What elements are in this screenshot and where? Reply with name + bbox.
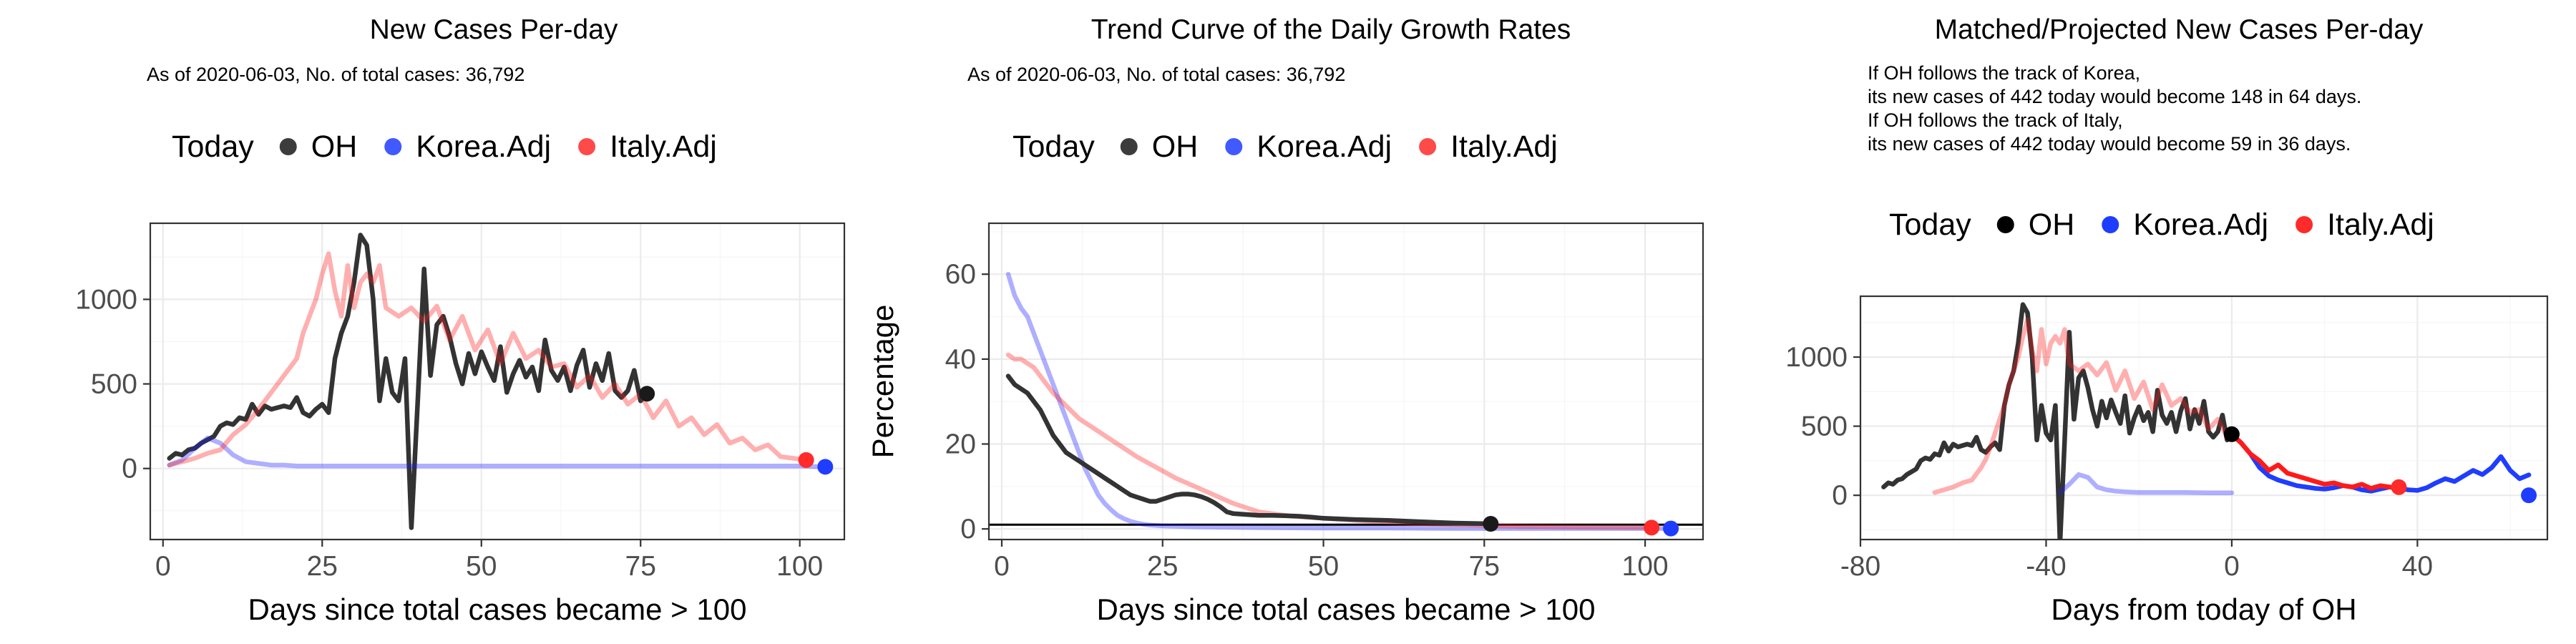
legend-key-korea-adj <box>2102 216 2119 233</box>
x-tick-label: 0 <box>994 551 1010 582</box>
series-lines <box>167 233 828 530</box>
y-tick-label: 0 <box>1832 480 1848 511</box>
today-point-korea-adj <box>817 459 834 475</box>
legend: Today OH Korea.Adj Italy.Adj <box>1013 130 1558 164</box>
chart-2: Trend Curve of the Daily Growth Rates As … <box>866 14 1704 626</box>
gridlines <box>989 223 1703 540</box>
today-point-italy-adj <box>798 452 814 468</box>
series-line-korea-adj <box>1005 271 1674 531</box>
y-tick-label: 500 <box>1801 411 1848 442</box>
x-tick-label: 0 <box>2224 551 2240 582</box>
series-line-korea-adj <box>167 435 828 469</box>
series-line-korea-adj-past <box>2057 472 2235 495</box>
today-point-oh <box>2223 426 2240 442</box>
x-tick-label: 75 <box>1469 551 1500 582</box>
x-axis-title: Days since total cases became > 100 <box>1097 592 1596 626</box>
today-point-korea-adj <box>2521 487 2537 504</box>
series-line-oh <box>1005 374 1493 527</box>
today-point-italy-adj <box>2391 479 2407 495</box>
legend-title: Today <box>1013 130 1095 164</box>
series-line-korea-adj-projected <box>2229 431 2532 494</box>
x-tick-label: 25 <box>307 551 338 582</box>
y-tick-label: 0 <box>960 514 976 545</box>
gridlines <box>150 223 844 540</box>
series-line-oh <box>1881 302 2235 540</box>
x-tick-label: 50 <box>1308 551 1339 582</box>
series-line-oh <box>167 233 650 530</box>
legend-label-oh: OH <box>2029 208 2075 242</box>
y-tick-label: 0 <box>122 454 137 484</box>
legend-label-italy-adj: Italy.Adj <box>2327 208 2434 242</box>
x-tick-label: -80 <box>1840 551 1880 582</box>
legend-label-italy-adj: Italy.Adj <box>1450 130 1558 164</box>
chart-3: Matched/Projected New Cases Per-day If OH… <box>1785 14 2549 626</box>
gridlines <box>1859 296 2547 540</box>
today-point-italy-adj <box>1644 519 1660 536</box>
y-tick-label: 60 <box>945 259 976 290</box>
legend-label-oh: OH <box>1152 130 1199 164</box>
x-axis-title: Days from today of OH <box>2051 592 2356 626</box>
y-tick-label: 1000 <box>1785 342 1848 373</box>
series-line-italy-adj-past <box>1932 317 2235 495</box>
legend-label-oh: OH <box>311 130 358 164</box>
legend-label-korea-adj: Korea.Adj <box>416 130 551 164</box>
x-tick-label: 100 <box>776 551 823 582</box>
x-tick-label: -40 <box>2026 551 2066 582</box>
plot-panel <box>149 222 846 541</box>
series-lines <box>1881 302 2532 540</box>
y-tick-label: 20 <box>945 429 976 460</box>
legend: Today OH Korea.Adj Italy.Adj <box>172 130 717 164</box>
chart-subtitle-line: its new cases of 442 today would become … <box>1868 86 2361 107</box>
chart-title: New Cases Per-day <box>370 14 618 45</box>
chart-subtitle-line: its new cases of 442 today would become … <box>1868 133 2351 155</box>
series-lines <box>1005 271 1674 531</box>
chart-subtitle-line: If OH follows the track of Korea, <box>1868 62 2140 84</box>
y-tick-label: 500 <box>91 369 137 400</box>
chart-1: New Cases Per-day As of 2020-06-03, No. o… <box>75 14 846 626</box>
chart-title: Matched/Projected New Cases Per-day <box>1935 14 2424 45</box>
legend-title: Today <box>1889 208 1971 242</box>
legend-label-italy-adj: Italy.Adj <box>610 130 717 164</box>
y-tick-label: 1000 <box>75 284 137 315</box>
chart-title: Trend Curve of the Daily Growth Rates <box>1091 14 1571 45</box>
legend-key-italy-adj <box>1419 138 1437 155</box>
series-line-italy-adj <box>167 251 809 468</box>
chart-subtitle-line: If OH follows the track of Italy, <box>1868 109 2123 131</box>
today-point-oh <box>1483 516 1499 532</box>
today-point-korea-adj <box>1663 520 1679 537</box>
legend-key-oh <box>1120 138 1138 155</box>
legend-key-oh <box>279 138 297 155</box>
x-tick-label: 40 <box>2402 551 2433 582</box>
plot-panel <box>1859 295 2549 541</box>
legend-key-italy-adj <box>2296 216 2313 233</box>
legend-label-korea-adj: Korea.Adj <box>2133 208 2268 242</box>
x-tick-label: 50 <box>466 551 497 582</box>
plot-panel <box>987 222 1704 541</box>
legend: Today OH Korea.Adj Italy.Adj <box>1889 208 2434 242</box>
legend-key-oh <box>1996 216 2014 233</box>
legend-label-korea-adj: Korea.Adj <box>1257 130 1392 164</box>
chart-subtitle-line: As of 2020-06-03, No. of total cases: 36… <box>147 64 525 85</box>
legend-key-italy-adj <box>578 138 596 155</box>
legend-key-korea-adj <box>1225 138 1243 155</box>
today-point-oh <box>639 386 655 402</box>
legend-title: Today <box>172 130 254 164</box>
chart-subtitle-line: As of 2020-06-03, No. of total cases: 36… <box>967 64 1345 85</box>
x-tick-label: 75 <box>625 551 656 582</box>
x-tick-label: 25 <box>1147 551 1178 582</box>
y-tick-label: 40 <box>945 344 976 375</box>
series-line-italy-adj-projected <box>2229 431 2401 491</box>
x-tick-label: 100 <box>1622 551 1669 582</box>
legend-key-korea-adj <box>384 138 402 155</box>
x-tick-label: 0 <box>155 551 171 582</box>
x-axis-title: Days since total cases became > 100 <box>248 592 747 626</box>
y-axis-title: Percentage <box>866 305 899 459</box>
